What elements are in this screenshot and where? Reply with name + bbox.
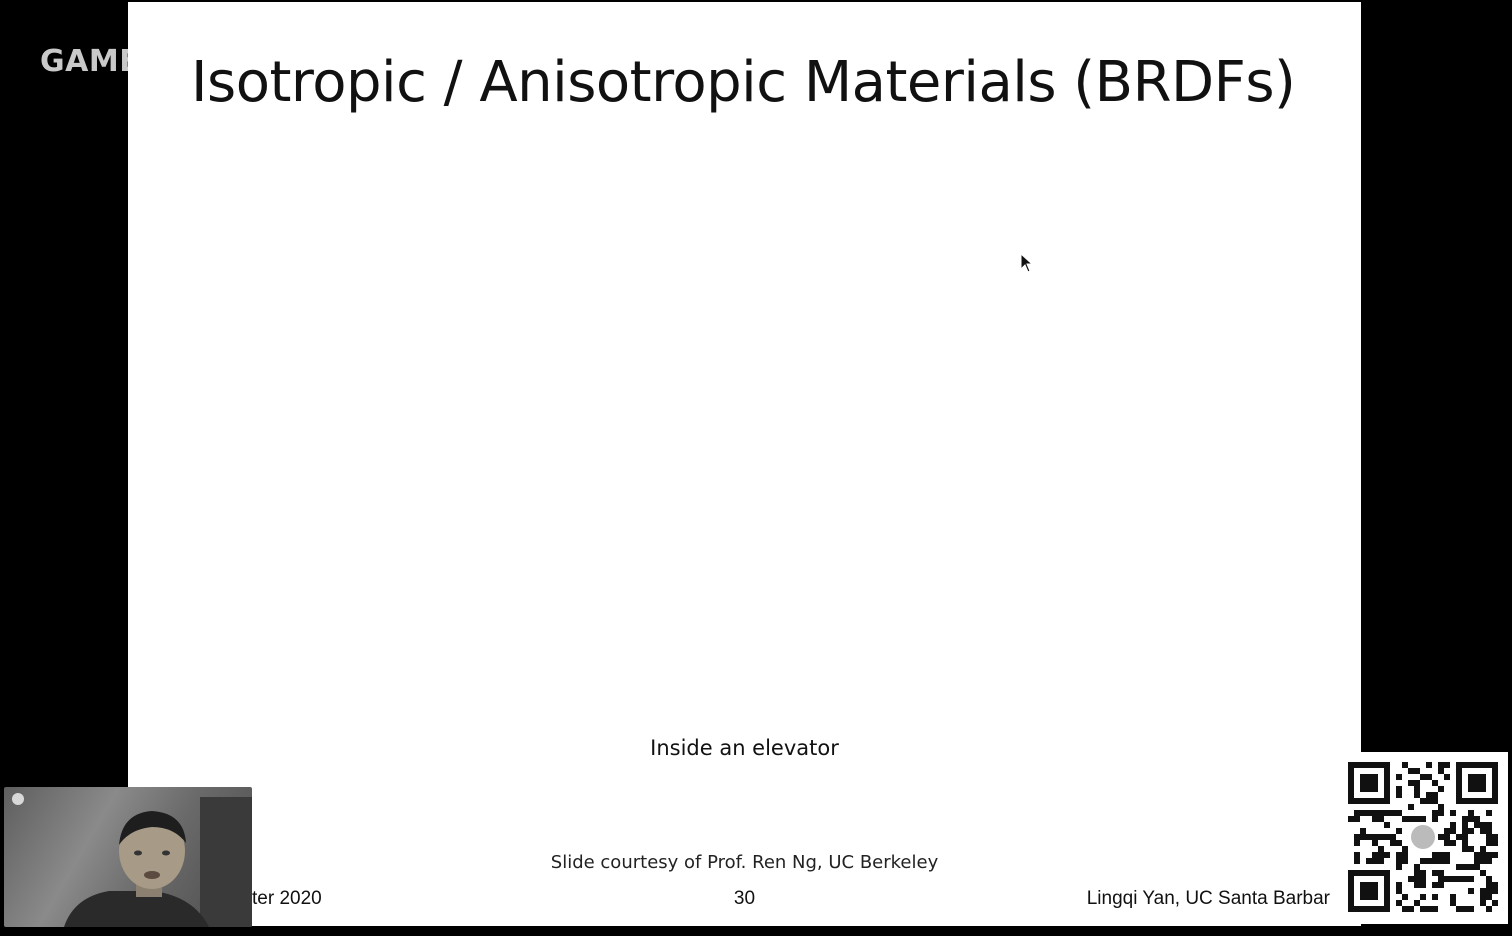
slide-canvas: Isotropic / Anisotropic Materials (BRDFs… [128, 2, 1361, 926]
slide-title: Isotropic / Anisotropic Materials (BRDFs… [191, 50, 1296, 115]
channel-watermark: GAME [40, 44, 141, 79]
qr-code-icon [1338, 752, 1508, 924]
slide-page-number: 30 [733, 888, 756, 909]
webcam-indicator-icon [12, 793, 24, 805]
webcam-feed [4, 787, 252, 927]
slide-credit: Slide courtesy of Prof. Ren Ng, UC Berke… [550, 852, 939, 873]
footer-course: ter 2020 [252, 888, 322, 909]
presenter-silhouette [64, 797, 252, 927]
mouse-pointer-icon [1020, 253, 1034, 273]
image-caption: Inside an elevator [650, 736, 839, 760]
footer-author: Lingqi Yan, UC Santa Barbar [1086, 888, 1330, 909]
